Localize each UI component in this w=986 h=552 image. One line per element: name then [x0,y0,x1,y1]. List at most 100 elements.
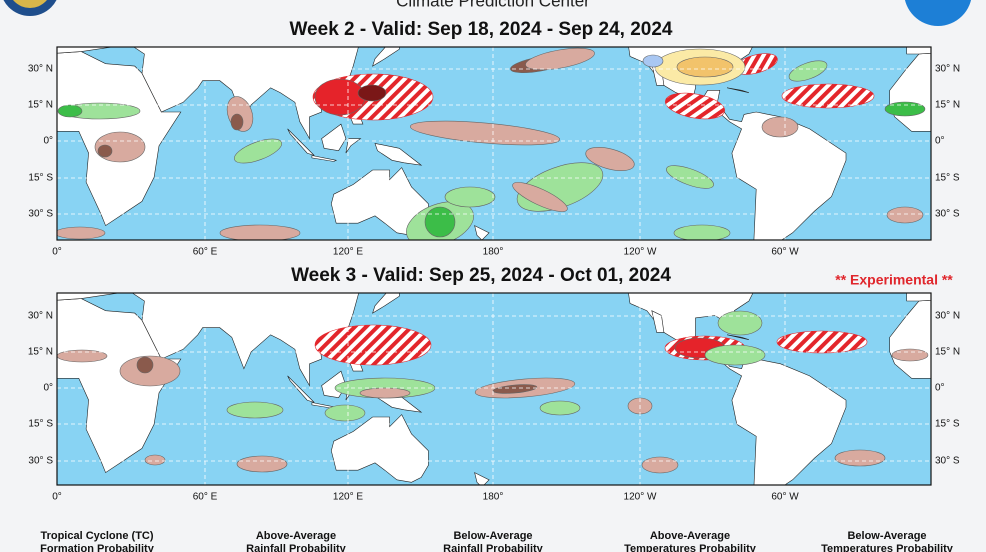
land [727,87,749,93]
anomaly-area [424,206,456,238]
lat-label: 0° [43,383,53,394]
map-frame [56,292,932,486]
map [57,293,931,485]
land [345,138,362,154]
nws-logo [904,0,972,26]
anomaly-area [97,144,113,158]
lat-label: 15° N [935,347,960,358]
land [311,155,338,162]
anomaly-area [226,401,284,419]
lon-label: 120° E [333,492,363,503]
anomaly-area [492,384,538,394]
land [372,293,400,314]
header-title: Climate Prediction Center [396,0,590,10]
anomaly-area [788,60,828,82]
map-frame [56,46,932,241]
anomaly-area [704,344,766,366]
lon-label: 180° [483,492,504,503]
legend-label: Temperatures Probability [624,543,757,552]
anomaly-area [781,83,875,109]
lat-label: 0° [935,383,945,394]
lat-label: 30° N [28,311,53,322]
anomaly-area [665,92,725,120]
anomaly-area [834,449,886,467]
anomaly-area [666,165,714,189]
anomaly-area [886,206,924,224]
lat-label: 30° S [28,209,53,220]
anomaly-area [642,54,664,68]
lon-label: 60° E [193,247,218,258]
anomaly-area [512,182,568,212]
anomaly-area [57,104,83,118]
lon-label: 120° E [333,247,363,258]
lat-label: 0° [935,136,945,147]
lat-label: 0° [43,136,53,147]
panel-title: Week 2 - Valid: Sep 18, 2024 - Sep 24, 2… [289,19,672,40]
legend-label: Below-Average [453,530,532,542]
land [321,123,347,152]
anomaly-area [359,387,411,399]
lat-label: 15° S [935,419,960,430]
lat-label: 15° S [28,419,53,430]
anomaly-area [236,455,288,473]
lon-label: 120° W [624,247,657,258]
anomaly-area [776,330,868,354]
land [330,414,429,483]
anomaly-area [57,349,108,363]
lon-label: 60° W [771,247,799,258]
land [287,375,315,403]
legend-label: Tropical Cyclone (TC) [40,530,153,542]
land [474,225,490,240]
lat-label: 30° N [28,64,53,75]
anomaly-area [144,454,166,466]
anomaly-area [314,324,432,366]
anomaly-area [891,348,929,362]
land [287,128,315,156]
lat-label: 30° N [935,64,960,75]
anomaly-area [525,47,595,71]
lat-label: 15° S [935,173,960,184]
anomaly-area [230,113,244,131]
lat-label: 15° N [28,100,53,111]
anomaly-area [884,101,926,117]
anomaly-area [409,120,561,146]
lon-label: 60° W [771,492,799,503]
anomaly-area [585,147,635,171]
experimental-note: ** Experimental ** [835,272,953,288]
anomaly-area [357,84,387,102]
lon-label: 120° W [624,492,657,503]
lon-label: 180° [483,247,504,258]
lon-label: 0° [52,492,62,503]
land [372,47,400,67]
lat-label: 30° S [28,456,53,467]
anomaly-area [676,56,734,78]
lon-label: 60° E [193,492,218,503]
lon-label: 0° [52,247,62,258]
lat-label: 30° S [935,456,960,467]
anomaly-area [539,400,581,416]
anomaly-area [673,224,731,240]
noaa-logo-inner [13,0,47,8]
anomaly-area [219,224,301,240]
land [727,334,749,340]
panels: Week 2 - Valid: Sep 18, 2024 - Sep 24, 2… [28,19,960,503]
land [906,293,931,302]
legend-label: Formation Probability [40,543,155,552]
lat-label: 15° S [28,173,53,184]
land [474,472,490,485]
lat-label: 15° N [28,347,53,358]
anomaly-area [57,226,106,240]
anomaly-area [314,78,366,116]
legend: Tropical Cyclone (TC)Formation Probabili… [40,530,954,552]
anomaly-area [641,456,679,474]
anomaly-area [136,356,154,374]
legend-label: Above-Average [256,530,336,542]
legend-label: Below-Average [847,530,926,542]
legend-label: Temperatures Probability [821,543,954,552]
panel-title: Week 3 - Valid: Sep 25, 2024 - Oct 01, 2… [291,265,671,286]
lat-label: 30° N [935,311,960,322]
anomaly-area [761,116,799,138]
legend-label: Rainfall Probability [443,543,544,552]
map [57,47,931,240]
